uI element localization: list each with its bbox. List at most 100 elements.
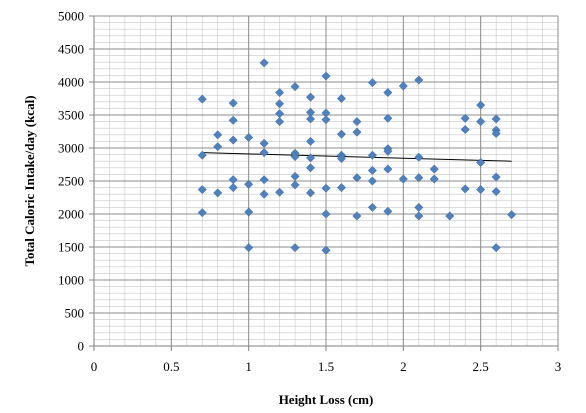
data-point [228,115,238,125]
data-point [383,206,393,216]
data-point [228,175,238,185]
trendline [202,152,512,162]
data-points [197,58,517,255]
data-point [321,71,331,81]
data-point [244,243,254,253]
data-point [197,150,207,160]
axes [89,15,559,351]
data-point [367,150,377,160]
data-point [305,153,316,163]
data-point [414,211,424,221]
data-point [275,187,285,197]
data-point [491,172,501,182]
y-tick-label: 5000 [58,9,84,24]
data-point [336,183,347,193]
data-point [383,146,393,156]
data-point [414,173,424,183]
x-tick-label: 1 [245,359,252,374]
data-point [197,208,207,218]
data-point [290,152,300,162]
data-point [244,132,254,142]
data-point [367,176,377,186]
data-point [414,152,424,162]
data-point [228,183,238,193]
data-point [491,128,501,139]
y-tick-label: 4500 [58,42,84,57]
data-point [275,117,285,127]
data-point [321,209,331,219]
data-point [228,98,238,108]
data-point [275,109,285,119]
x-tick-labels: 0 0.5 1 1.5 2 2.5 3 [91,359,562,374]
data-point [336,93,347,104]
x-tick-label: 1.5 [318,359,334,374]
y-tick-label: 3500 [58,108,84,123]
data-point [414,75,424,85]
data-point [321,115,331,125]
data-point [398,81,408,91]
y-tick-label: 4000 [58,75,84,90]
data-point [259,175,269,185]
data-point [305,114,316,124]
data-point [259,58,269,68]
data-point [197,185,207,195]
data-point [275,88,285,98]
x-tick-label: 3 [555,359,562,374]
data-point [275,99,285,109]
data-point [290,243,300,253]
data-point [290,82,300,92]
data-point [197,94,207,104]
data-point [460,184,470,194]
data-point [321,245,331,255]
data-point [213,142,223,152]
y-tick-label: 1500 [58,240,84,255]
major-grid [93,15,559,347]
data-point [414,202,424,212]
data-point [445,211,455,221]
data-point [305,163,316,173]
data-point [352,211,362,221]
data-point [352,173,362,183]
y-axis-title: Total Caloric Intake/day (kcal) [22,95,37,266]
y-tick-labels: 0 500 1000 1500 2000 2500 3000 3500 4000 4500 5000 [58,9,84,354]
y-tick-label: 2500 [58,174,84,189]
data-point [367,165,377,175]
data-point [383,113,393,123]
data-point [491,187,501,197]
data-point [398,174,408,184]
x-axis-title: Height Loss (cm) [279,392,374,407]
data-point [213,188,223,198]
y-tick-label: 500 [65,306,85,321]
x-tick-label: 0 [91,359,98,374]
data-point [367,78,377,88]
data-point [491,114,501,124]
trendline-group [202,152,512,162]
data-point [336,154,347,164]
data-point [336,129,347,139]
y-tick-label: 3000 [58,141,84,156]
data-point [213,130,223,140]
data-point [383,164,393,174]
data-point [305,92,316,102]
data-point [429,174,439,184]
data-point [476,157,486,168]
y-tick-label: 0 [78,339,85,354]
data-point [259,138,269,148]
y-tick-label: 2000 [58,207,84,222]
data-point [228,135,238,145]
data-point [321,183,331,193]
data-point [259,148,269,158]
x-tick-label: 2.5 [473,359,489,374]
data-point [290,171,300,181]
x-tick-label: 2 [400,359,407,374]
data-point [259,189,269,199]
data-point [352,127,362,137]
data-point [244,179,254,189]
data-point [491,243,501,253]
data-point [460,113,470,123]
data-point [460,124,470,135]
data-point [352,117,362,127]
data-point [305,188,316,198]
